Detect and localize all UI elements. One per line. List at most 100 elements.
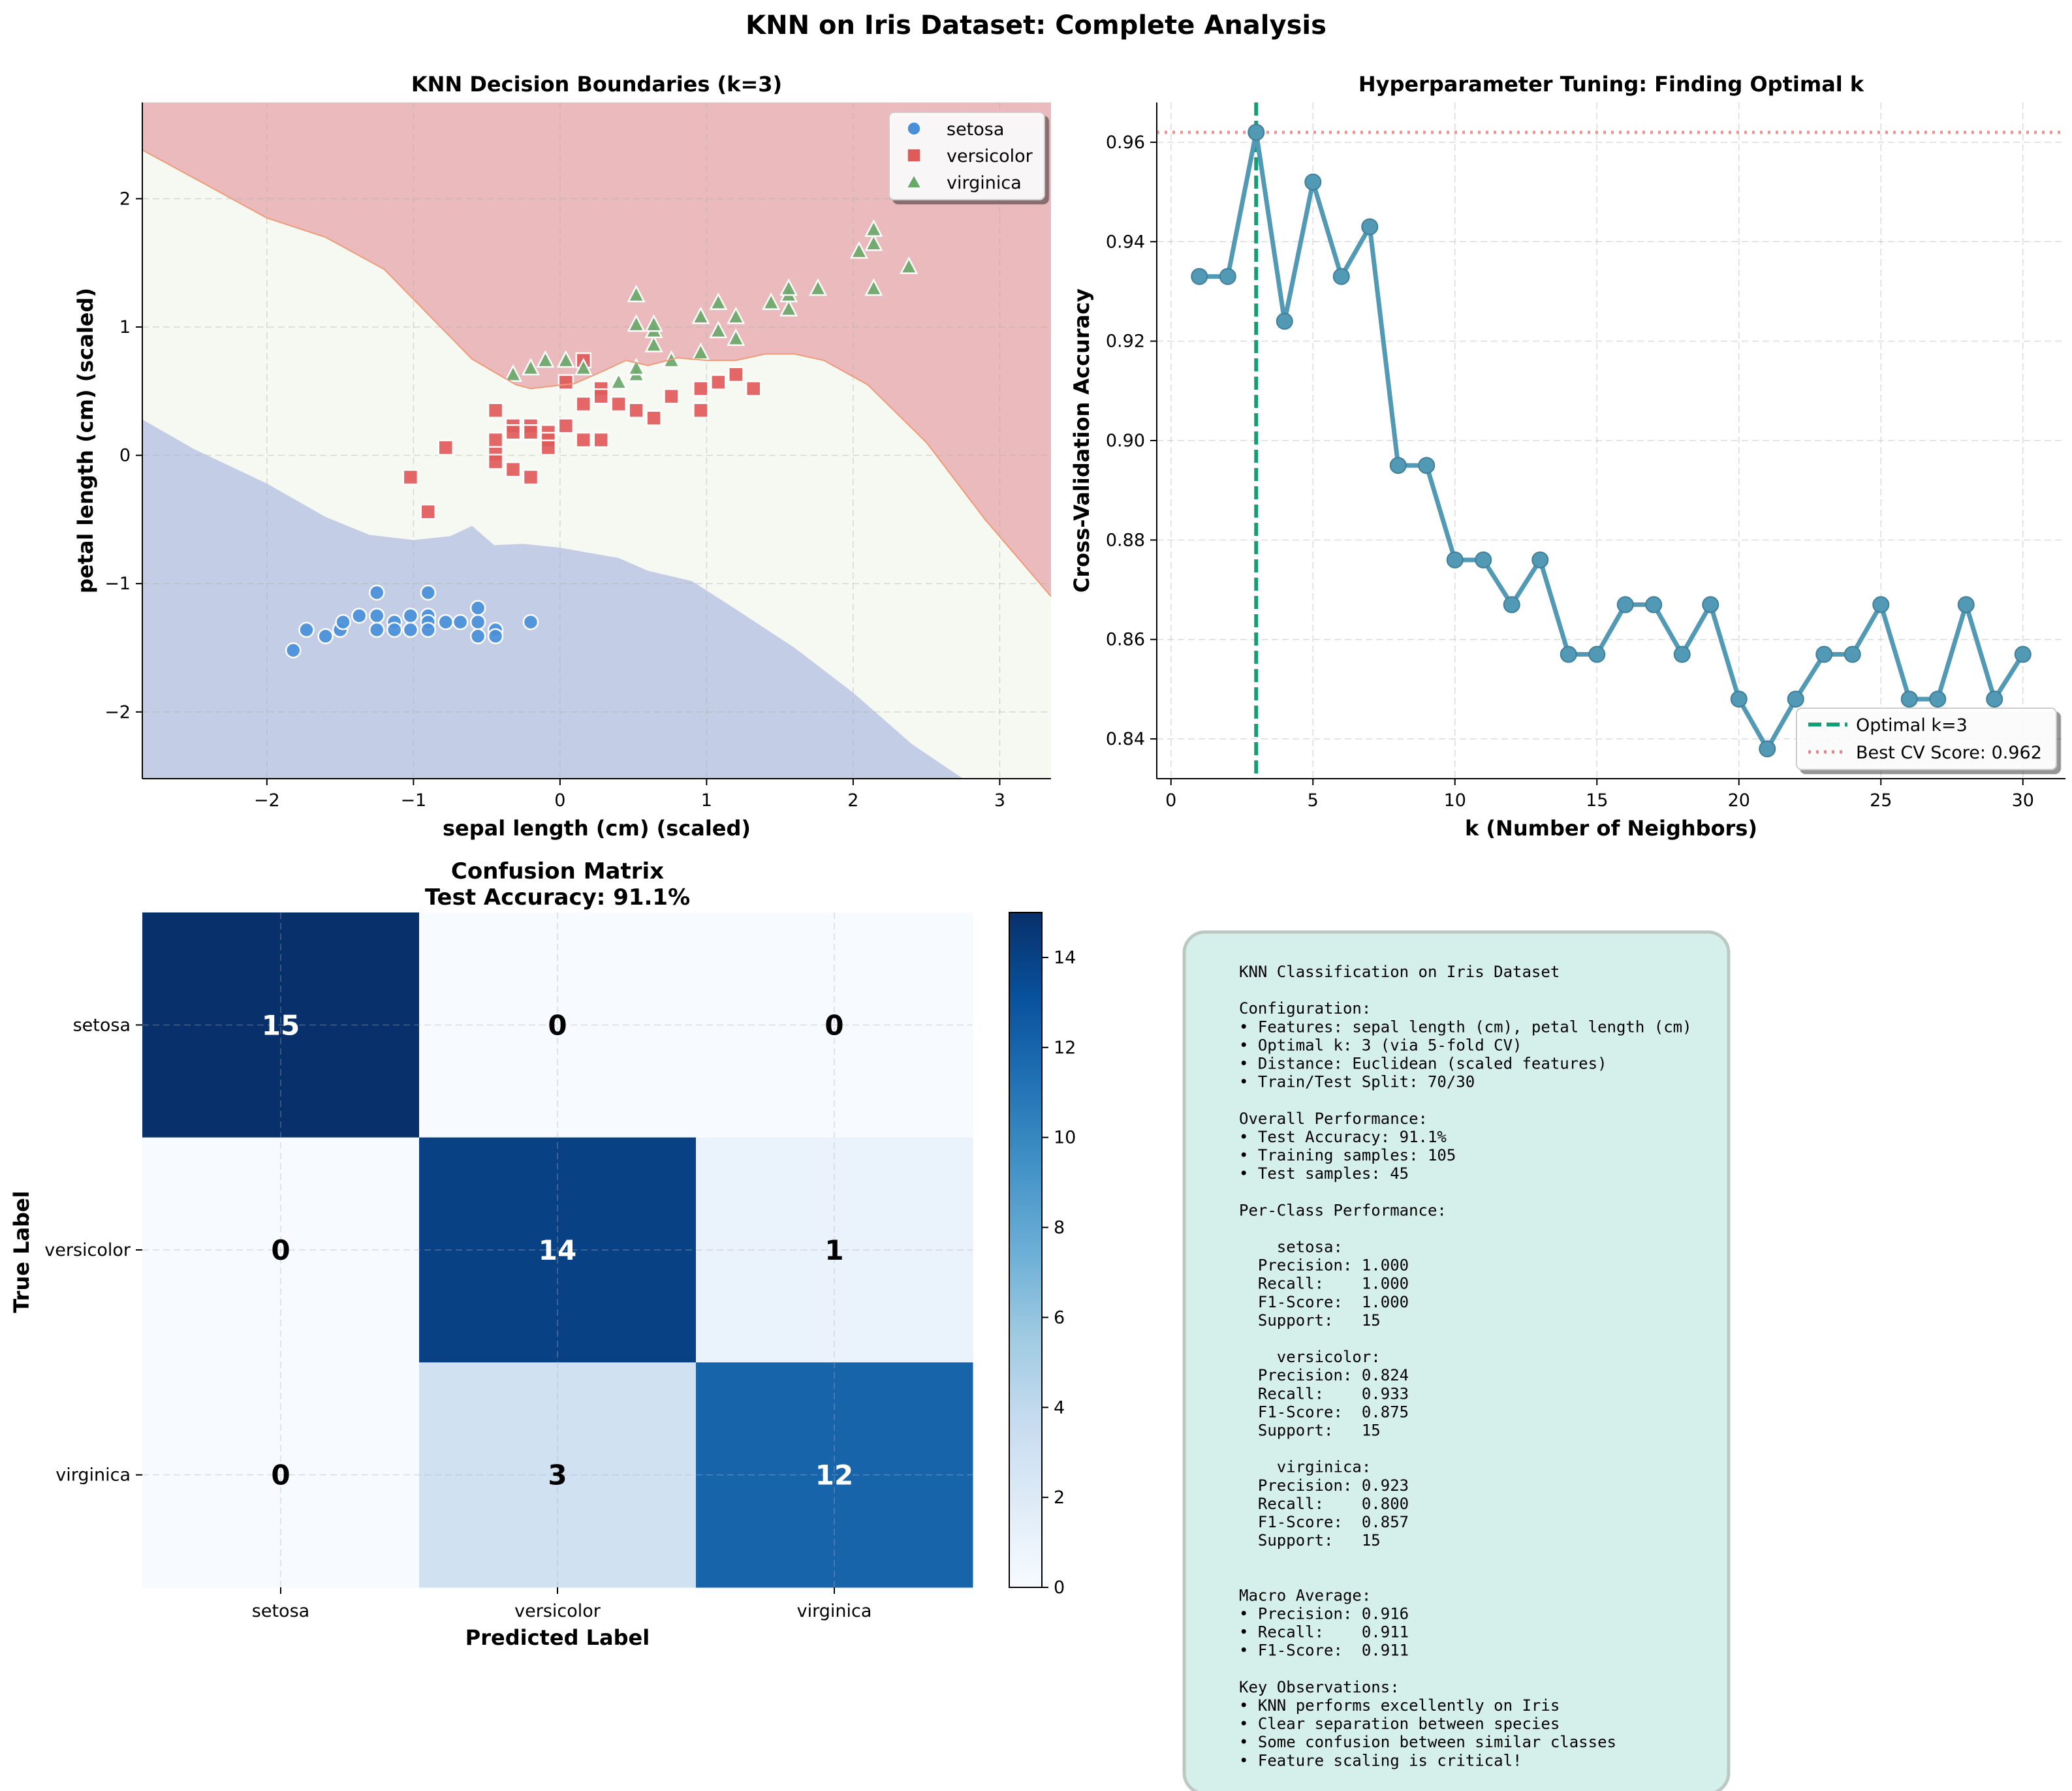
cm-grid [142, 912, 973, 1587]
summary-line: virginica: [1239, 1458, 1371, 1476]
summary-line: • Test samples: 45 [1239, 1164, 1409, 1183]
virginica-point [779, 278, 798, 296]
decision-grid [142, 102, 1051, 779]
virginica-point [644, 334, 663, 352]
virginica-point [556, 350, 575, 368]
cv-xtick-label: 0 [1165, 790, 1176, 811]
virginica-point [864, 278, 883, 296]
decision-y-label: petal length (cm) (scaled) [73, 288, 98, 593]
cm-cell-value: 12 [815, 1459, 853, 1491]
cv-ytick-label: 0.88 [1106, 530, 1145, 550]
cm-cell [142, 1362, 420, 1588]
versicolor-point [437, 439, 454, 456]
virginica-point [691, 342, 710, 360]
summary-line [1239, 1550, 1248, 1568]
versicolor-point [593, 431, 609, 448]
summary-line: versicolor: [1239, 1348, 1381, 1366]
virginica-point [521, 358, 541, 376]
summary-line: • Clear separation between species [1239, 1715, 1560, 1733]
virginica-point [627, 314, 646, 332]
versicolor-point [487, 454, 504, 470]
cv-accuracy-point [1276, 313, 1293, 330]
decision-x-label: sepal length (cm) (scaled) [443, 816, 751, 841]
cv-accuracy-point [1929, 691, 1947, 708]
cv-accuracy-point [1815, 646, 1833, 663]
cv-accuracy-point [1986, 691, 2003, 708]
summary-line: Configuration: [1239, 999, 1371, 1018]
decision-legend [888, 112, 1045, 200]
cv-accuracy-line [1199, 130, 2025, 751]
decision-legend-items: setosa versicolor virginica [905, 119, 1033, 193]
summary-line: Recall: 0.933 [1239, 1384, 1409, 1403]
cm-colorbar-tick-label: 6 [1054, 1307, 1065, 1328]
versicolor-point [575, 431, 592, 448]
cv-ytick-label: 0.96 [1106, 132, 1145, 153]
figure-title: KNN on Iris Dataset: Complete Analysis [746, 10, 1326, 40]
cm-cell [142, 1137, 420, 1363]
region-setosa [142, 419, 964, 779]
cm-colorbar-tick-label: 14 [1054, 948, 1076, 968]
versicolor-point [487, 431, 504, 448]
versicolor-point [540, 439, 557, 456]
cm-colorbar-tick-label: 0 [1054, 1578, 1065, 1598]
cv-x-label: k (Number of Neighbors) [1465, 816, 1757, 841]
summary-line: Recall: 0.800 [1239, 1495, 1409, 1513]
cv-ticks: 0 5 10 15 20 25 30 0.84 0.86 0.88 0.90 0.92 0.94 0.96 [1106, 132, 2034, 811]
decision-xtick-label: 3 [994, 790, 1005, 811]
virginica-point [574, 358, 593, 376]
setosa-point [487, 628, 504, 645]
cv-chart-title: Hyperparameter Tuning: Finding Optimal k [1358, 72, 1864, 97]
setosa-point [469, 614, 486, 631]
versicolor-point [693, 381, 709, 397]
setosa-point [351, 608, 368, 624]
cv-accuracy-point [1759, 740, 1776, 758]
cv-xtick-label: 5 [1308, 790, 1319, 811]
decision-xtick-label: −2 [254, 790, 280, 811]
versicolor-point [610, 396, 627, 413]
summary-line [1239, 1091, 1248, 1110]
versicolor-point [402, 469, 419, 486]
decision-xtick-label: −1 [400, 790, 426, 811]
virginica-point [503, 364, 523, 382]
cm-ytick-label: setosa [73, 1015, 131, 1035]
decision-ytick-label: −1 [104, 574, 131, 594]
summary-line [1239, 1660, 1248, 1678]
legend-label-optimal-k: Optimal k=3 [1856, 715, 1968, 736]
legend-marker-versicolor [907, 148, 921, 163]
summary-line: • Precision: 0.916 [1239, 1605, 1409, 1623]
setosa-point [469, 628, 486, 645]
setosa-point [317, 628, 334, 645]
cv-accuracy-point [1588, 646, 1606, 663]
decision-boundary-chart: KNN Decision Boundaries (k=3) −2 −1 0 1 2 3−2… [73, 72, 1051, 841]
legend-label-best-score: Best CV Score: 0.962 [1856, 743, 2042, 763]
summary-line: Recall: 1.000 [1239, 1275, 1409, 1293]
decision-ytick-label: −2 [104, 702, 131, 723]
cv-accuracy-point [1304, 173, 1322, 191]
versicolor-point [487, 402, 504, 419]
summary-line [1239, 1568, 1248, 1586]
cm-colorbar-ticks: 0 2 4 6 8 10 12 14 [1042, 948, 1076, 1598]
cm-ytick-label: versicolor [44, 1240, 131, 1260]
cv-accuracy-point [1957, 596, 1975, 614]
setosa-point [522, 614, 539, 631]
decision-ytick-label: 0 [119, 446, 131, 466]
cm-cells [142, 912, 973, 1588]
legend-marker-setosa [907, 121, 921, 136]
decision-ytick-label: 2 [119, 189, 131, 209]
cm-x-label: Predicted Label [465, 1625, 650, 1650]
cv-accuracy-point [1730, 691, 1748, 708]
setosa-point [469, 600, 486, 616]
cv-ytick-label: 0.86 [1106, 630, 1145, 650]
summary-line: • Distance: Euclidean (scaled features) [1239, 1055, 1607, 1073]
confusion-matrix-chart: Confusion Matrix Test Accuracy: 91.1% 15… [9, 858, 1076, 1650]
setosa-point [420, 584, 437, 601]
versicolor-point [557, 418, 574, 434]
virginica-point [627, 358, 646, 376]
summary-line: F1-Score: 0.857 [1239, 1513, 1409, 1531]
virginica-point [864, 219, 883, 237]
legend-label-versicolor: versicolor [947, 146, 1033, 166]
virginica-point [709, 292, 728, 310]
cv-accuracy-point [1219, 268, 1236, 285]
setosa-point [285, 642, 302, 659]
cv-ytick-label: 0.92 [1106, 332, 1145, 352]
